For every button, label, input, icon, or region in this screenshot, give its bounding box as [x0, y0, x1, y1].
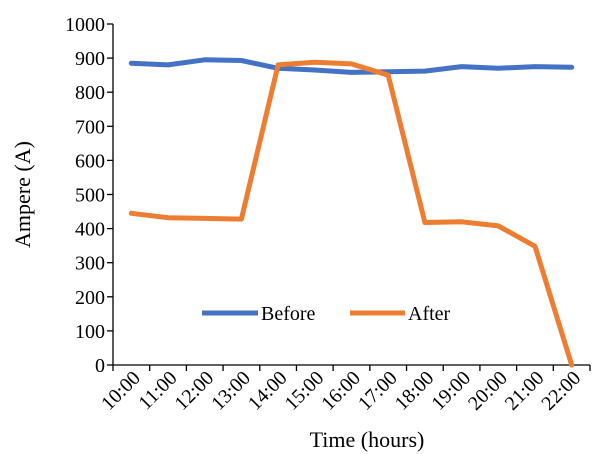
- legend-label-before: Before: [261, 303, 316, 325]
- y-axis-ticks: 0 100 200 300 400 500 600 700 800 900 1000: [65, 14, 113, 377]
- x-axis-title: Time (hours): [310, 427, 425, 452]
- x-tick-label: 22:00: [537, 367, 585, 415]
- y-tick-label: 400: [75, 219, 105, 241]
- y-tick-label: 200: [75, 287, 105, 309]
- y-tick-label: 600: [75, 150, 105, 172]
- x-tick-label: 19:00: [427, 367, 475, 415]
- x-tick-label: 20:00: [464, 367, 512, 415]
- y-tick-label: 800: [75, 82, 105, 104]
- x-tick-label: 11:00: [134, 367, 181, 414]
- x-tick-label: 21:00: [501, 367, 549, 415]
- legend: Before After: [202, 303, 451, 325]
- x-tick-label: 12:00: [170, 367, 218, 415]
- x-tick-label: 14:00: [244, 367, 292, 415]
- x-tick-label: 13:00: [207, 367, 255, 415]
- x-tick-label: 15:00: [281, 367, 329, 415]
- legend-label-after: After: [408, 303, 451, 325]
- x-tick-label: 18:00: [391, 367, 439, 415]
- y-tick-label: 500: [75, 185, 105, 207]
- y-tick-label: 1000: [65, 14, 105, 36]
- series-line-after: [128, 59, 575, 368]
- y-tick-label: 100: [75, 321, 105, 343]
- y-tick-label: 300: [75, 253, 105, 275]
- y-tick-label: 900: [75, 48, 105, 70]
- y-tick-label: 700: [75, 116, 105, 138]
- x-tick-label: 16:00: [317, 367, 365, 415]
- x-axis-ticks: 10:0011:0012:0013:0014:0015:0016:0017:00…: [97, 365, 591, 415]
- y-tick-label: 0: [95, 355, 105, 377]
- y-axis-title: Ampere (A): [10, 141, 35, 248]
- series-line-before: [128, 57, 575, 75]
- x-tick-label: 17:00: [354, 367, 402, 415]
- series-lines: [128, 57, 575, 368]
